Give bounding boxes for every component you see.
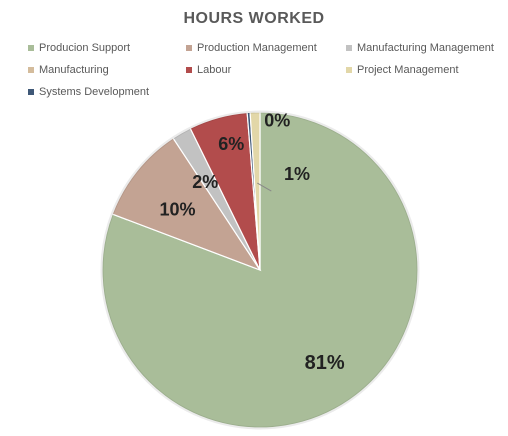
legend-label: Manufacturing Management xyxy=(357,42,494,54)
legend-label: Manufacturing xyxy=(39,64,109,76)
legend-label: Labour xyxy=(197,64,232,76)
legend-label: Systems Development xyxy=(39,86,150,98)
data-label: 10% xyxy=(159,200,195,220)
legend-label: Project Management xyxy=(357,64,459,76)
legend-swatch xyxy=(28,67,34,73)
legend-swatch xyxy=(28,45,34,51)
data-label: 6% xyxy=(218,134,244,154)
legend-item: Manufacturing xyxy=(28,64,109,76)
legend-swatch xyxy=(346,45,352,51)
data-label: 2% xyxy=(192,172,218,192)
legend-item: Labour xyxy=(186,64,231,76)
leader-line xyxy=(257,182,272,192)
data-label: 1% xyxy=(284,164,310,184)
legend-swatch xyxy=(28,89,34,95)
chart-legend: Producion Support Production Management Ma… xyxy=(0,0,508,110)
legend-label: Production Management xyxy=(197,42,317,54)
data-label: 81% xyxy=(305,352,345,374)
legend-swatch xyxy=(186,45,192,51)
pie-outline xyxy=(100,110,420,430)
pie-slice xyxy=(249,111,261,271)
legend-item: Production Management xyxy=(186,42,317,54)
legend-swatch xyxy=(346,67,352,73)
legend-swatch xyxy=(186,67,192,73)
legend-item: Project Management xyxy=(346,64,459,76)
chart-title: HOURS WORKED xyxy=(183,10,325,27)
legend-item: Manufacturing Management xyxy=(346,42,494,54)
legend-item: Producion Support xyxy=(28,42,130,54)
pie-slice xyxy=(111,137,262,272)
legend-item: Systems Development xyxy=(28,86,149,98)
legend-label: Producion Support xyxy=(39,42,131,54)
data-label: 0% xyxy=(264,111,290,131)
